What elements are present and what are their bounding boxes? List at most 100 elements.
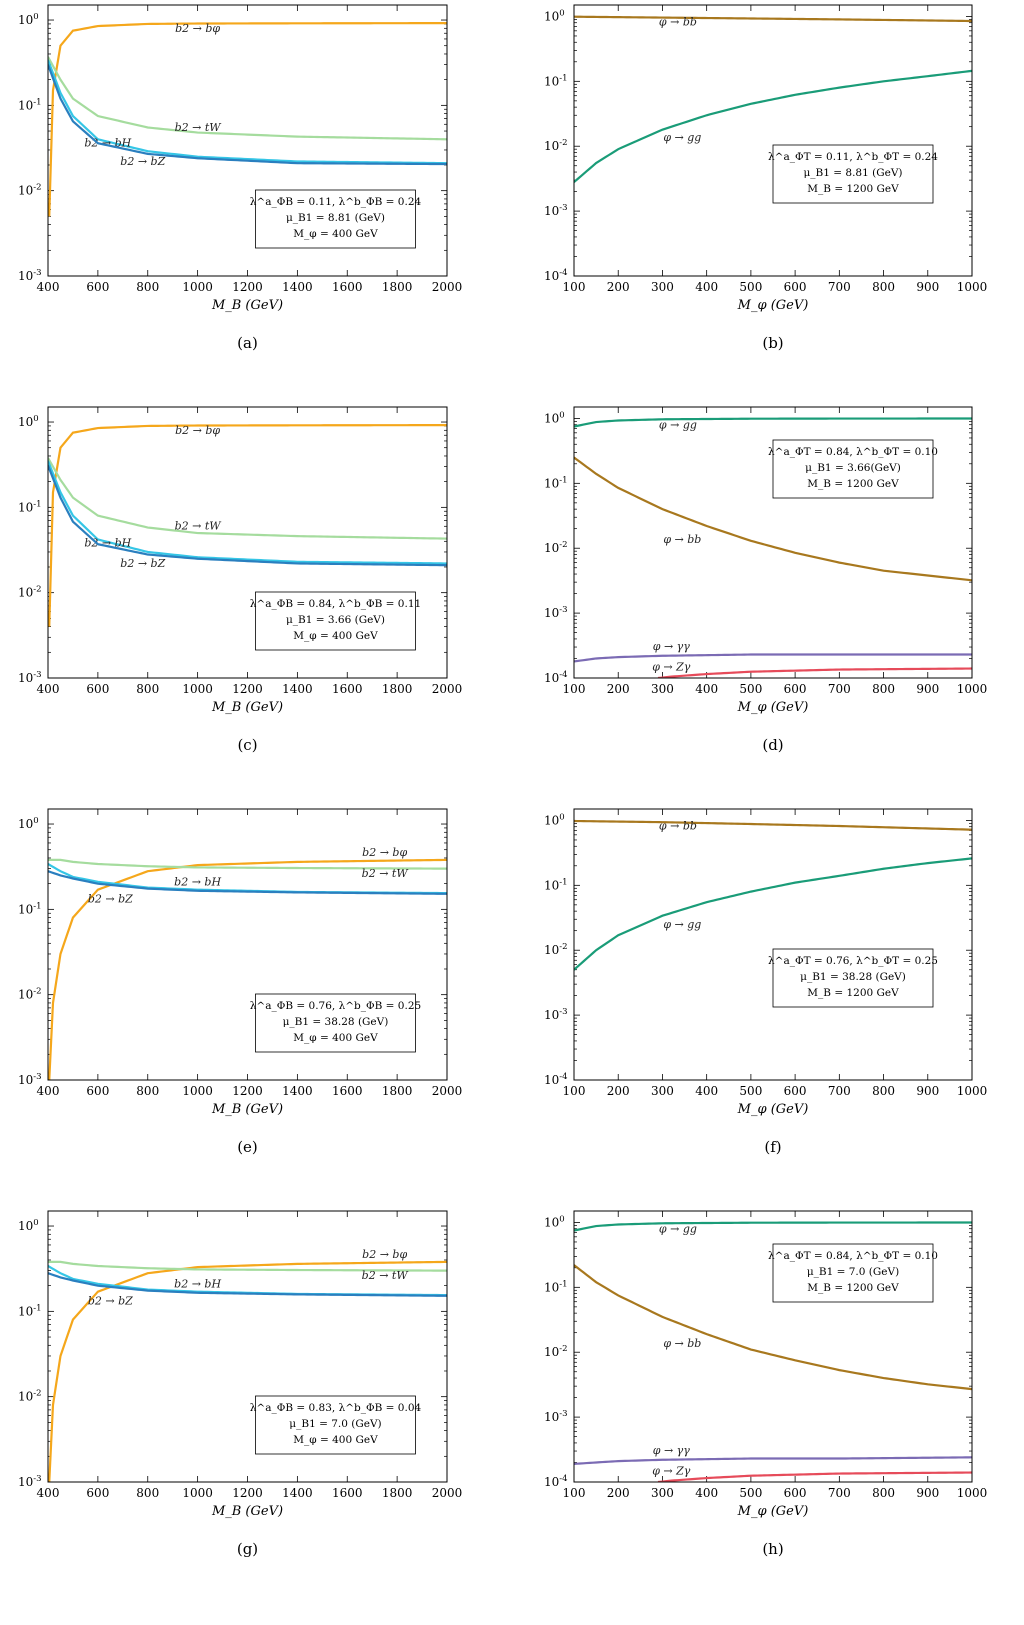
- series-label: b2 → bH: [174, 1278, 221, 1291]
- x-tick-label: 400: [695, 682, 718, 696]
- plot-frame: [573, 808, 973, 1081]
- x-axis-label: M_φ (GeV): [737, 1504, 809, 1519]
- x-tick-label: 600: [784, 1486, 807, 1500]
- info-line: μ_B1 = 8.81 (GeV): [803, 167, 902, 179]
- panel-caption: (c): [237, 736, 257, 754]
- series-label: φ → gg: [663, 131, 701, 144]
- x-tick-label: 800: [872, 1084, 895, 1098]
- x-tick-label: 500: [739, 1486, 762, 1500]
- plot-frame: [47, 4, 448, 277]
- series-line: [48, 1260, 447, 1272]
- info-line: M_B = 1200 GeV: [807, 1282, 899, 1294]
- info-line: M_B = 1200 GeV: [807, 183, 899, 195]
- x-tick-label: 1000: [182, 682, 213, 696]
- series-line: [657, 1471, 972, 1482]
- info-line: μ_B1 = 7.0 (GeV): [289, 1418, 381, 1430]
- x-tick-label: 700: [828, 1084, 851, 1098]
- x-tick-label: 1800: [382, 280, 413, 294]
- x-tick-label: 200: [607, 1486, 630, 1500]
- x-tick-label: 1200: [232, 280, 263, 294]
- x-tick-label: 600: [784, 1084, 807, 1098]
- y-tick-label: 10-2: [18, 1389, 42, 1404]
- y-tick-label: 100: [18, 12, 39, 27]
- x-tick-label: 2000: [432, 280, 463, 294]
- x-tick-label: 1000: [182, 1084, 213, 1098]
- x-tick-label: 1800: [382, 1486, 413, 1500]
- x-tick-label: 700: [828, 280, 851, 294]
- y-tick-label: 10-2: [544, 942, 568, 957]
- series-line: [574, 1456, 972, 1466]
- series-line: [48, 1260, 447, 1482]
- y-tick-label: 10-2: [18, 987, 42, 1002]
- info-line: M_φ = 400 GeV: [293, 1032, 378, 1044]
- series-label: b2 → tW: [175, 121, 223, 134]
- x-tick-label: 500: [739, 682, 762, 696]
- x-tick-label: 1000: [182, 280, 213, 294]
- x-tick-label: 700: [828, 682, 851, 696]
- x-tick-label: 1600: [332, 682, 363, 696]
- plot-frame: [573, 406, 973, 679]
- series-label: b2 → bφ: [362, 846, 407, 859]
- series-label: φ → gg: [659, 1222, 697, 1235]
- info-line: μ_B1 = 7.0 (GeV): [807, 1266, 899, 1278]
- x-axis-label: M_φ (GeV): [737, 700, 809, 715]
- x-tick-label: 600: [86, 682, 109, 696]
- y-tick-label: 10-4: [544, 268, 568, 283]
- y-tick-label: 10-4: [544, 670, 568, 685]
- series-label: b2 → bH: [84, 536, 131, 549]
- x-tick-label: 2000: [432, 682, 463, 696]
- info-line: λ^a_ΦB = 0.84, λ^b_ΦB = 0.11: [250, 598, 421, 610]
- x-tick-label: 800: [872, 1486, 895, 1500]
- series-label: φ → γγ: [653, 640, 690, 653]
- series-line: [48, 64, 447, 166]
- x-tick-label: 1400: [282, 1486, 313, 1500]
- x-tick-label: 400: [37, 1084, 60, 1098]
- series-label: b2 → tW: [175, 520, 223, 533]
- y-tick-label: 10-1: [18, 1303, 42, 1318]
- x-tick-label: 1800: [382, 1084, 413, 1098]
- x-tick-label: 800: [136, 1486, 159, 1500]
- y-tick-label: 10-3: [18, 1474, 42, 1489]
- x-axis-label: M_φ (GeV): [737, 298, 809, 313]
- info-box: [772, 144, 934, 204]
- x-tick-label: 400: [37, 280, 60, 294]
- series-label: b2 → bZ: [88, 1295, 133, 1308]
- y-tick-label: 10-2: [544, 1344, 568, 1359]
- x-tick-label: 400: [37, 682, 60, 696]
- series-label: b2 → bZ: [120, 155, 165, 168]
- series-line: [48, 59, 447, 165]
- series-label: φ → Zγ: [652, 661, 691, 674]
- info-line: M_B = 1200 GeV: [807, 478, 899, 490]
- y-tick-label: 100: [544, 1214, 565, 1229]
- series-label: φ → bb: [659, 820, 697, 833]
- panel-caption: (e): [237, 1138, 258, 1156]
- x-tick-label: 1800: [382, 682, 413, 696]
- x-tick-label: 400: [695, 280, 718, 294]
- x-tick-label: 1600: [332, 1084, 363, 1098]
- y-tick-label: 100: [544, 8, 565, 23]
- panel-caption: (a): [237, 334, 258, 352]
- x-tick-label: 1200: [232, 1084, 263, 1098]
- x-axis-label: M_B (GeV): [211, 1102, 283, 1117]
- plot-frame: [47, 406, 448, 679]
- x-tick-label: 100: [563, 1486, 586, 1500]
- y-tick-label: 100: [18, 1218, 39, 1233]
- plot-frame: [47, 1210, 448, 1483]
- y-tick-label: 10-3: [544, 1409, 568, 1424]
- x-tick-label: 100: [563, 280, 586, 294]
- y-tick-label: 100: [544, 410, 565, 425]
- x-tick-label: 1400: [282, 682, 313, 696]
- info-line: λ^a_ΦT = 0.11, λ^b_ΦT = 0.24: [768, 151, 938, 163]
- series-label: φ → bb: [663, 1337, 701, 1350]
- y-tick-label: 10-1: [18, 97, 42, 112]
- series-label: φ → γγ: [653, 1444, 690, 1457]
- series-label: b2 → bH: [84, 136, 131, 149]
- y-tick-label: 100: [18, 414, 39, 429]
- x-tick-label: 2000: [432, 1486, 463, 1500]
